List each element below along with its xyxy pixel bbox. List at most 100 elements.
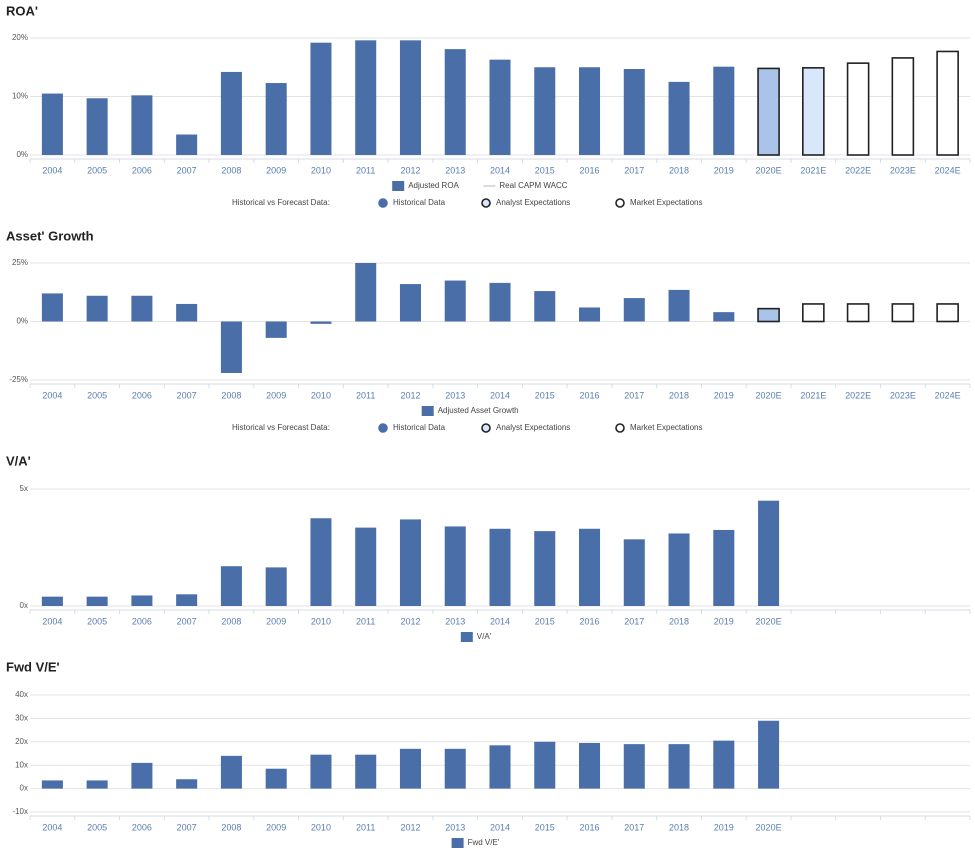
- x-tick-label: 2004: [42, 390, 62, 400]
- bar: [534, 291, 556, 322]
- bar: [757, 67, 780, 156]
- x-tick-label: 2010: [311, 822, 331, 832]
- x-tick-label: 2012: [400, 822, 420, 832]
- bar: [86, 295, 108, 322]
- y-tick-label: 20x: [15, 737, 28, 746]
- bar: [399, 40, 421, 156]
- x-tick-label: 2005: [87, 390, 107, 400]
- bar: [758, 720, 780, 789]
- x-tick-label: 2008: [221, 616, 241, 626]
- bar: [131, 762, 153, 789]
- x-tick-label: 2018: [669, 822, 689, 832]
- x-tick-label: 2023E: [890, 390, 916, 400]
- bar: [891, 303, 915, 323]
- bar: [623, 744, 645, 789]
- bar: [176, 303, 198, 322]
- y-tick-label: 0%: [16, 317, 28, 326]
- x-tick-label: 2015: [535, 616, 555, 626]
- bar: [489, 59, 511, 155]
- x-tick-label: 2020E: [756, 616, 782, 626]
- bar: [265, 768, 287, 789]
- x-tick-label: 2006: [132, 390, 152, 400]
- bar: [399, 748, 421, 789]
- legend-swatch: [451, 838, 464, 848]
- bar: [86, 596, 108, 606]
- x-tick-label: 2011: [356, 390, 375, 400]
- x-tick-label: 2014: [490, 165, 510, 175]
- bar: [310, 754, 332, 789]
- bar: [444, 526, 466, 606]
- chart-title: Fwd V/E': [6, 659, 60, 674]
- x-tick-label: 2012: [400, 390, 420, 400]
- y-tick-label: 5x: [20, 484, 28, 493]
- x-tick-label: 2019: [714, 822, 734, 832]
- x-tick-label: 2011: [356, 616, 375, 626]
- x-tick-label: 2009: [266, 616, 286, 626]
- bar: [355, 754, 377, 789]
- forecast-legend-label: Analyst Expectations: [496, 198, 570, 207]
- x-tick-label: 2014: [490, 390, 510, 400]
- bar: [846, 62, 870, 156]
- bar: [399, 284, 421, 322]
- x-tick-label: 2015: [535, 390, 555, 400]
- forecast-legend-marker: [615, 423, 625, 433]
- bar: [489, 745, 511, 789]
- bar: [668, 744, 690, 789]
- forecast-legend-label: Historical Data: [393, 198, 446, 207]
- x-tick-label: 2020E: [756, 165, 782, 175]
- bar: [355, 263, 377, 322]
- bar: [444, 280, 466, 322]
- forecast-legend-marker: [615, 198, 625, 208]
- legend-swatch: [421, 406, 434, 416]
- bar: [534, 741, 556, 789]
- bar: [846, 303, 870, 323]
- legend-label: Adjusted Asset Growth: [438, 406, 519, 415]
- bar: [355, 527, 377, 606]
- forecast-legend-title: Historical vs Forecast Data:: [232, 198, 330, 207]
- x-tick-label: 2018: [669, 165, 689, 175]
- x-tick-label: 2007: [177, 165, 197, 175]
- bar: [41, 780, 63, 789]
- x-tick-label: 2008: [221, 390, 241, 400]
- bar: [623, 69, 645, 155]
- legend-swatch: [392, 181, 405, 191]
- bar: [623, 298, 645, 322]
- x-tick-label: 2018: [669, 616, 689, 626]
- x-tick-label: 2007: [177, 822, 197, 832]
- bar: [936, 50, 959, 156]
- bar: [86, 780, 108, 789]
- bar: [936, 303, 959, 323]
- x-tick-label: 2006: [132, 616, 152, 626]
- bar: [131, 295, 153, 322]
- x-tick-label: 2020E: [756, 390, 782, 400]
- bar: [623, 539, 645, 606]
- bar: [534, 67, 556, 155]
- bar: [131, 95, 153, 155]
- x-tick-label: 2004: [42, 616, 62, 626]
- forecast-legend-title: Historical vs Forecast Data:: [232, 423, 330, 432]
- x-tick-label: 2010: [311, 390, 331, 400]
- bar: [668, 533, 690, 606]
- x-tick-label: 2009: [266, 165, 286, 175]
- legend-label: Adjusted ROA: [408, 181, 459, 190]
- bar: [310, 518, 332, 606]
- x-tick-label: 2010: [311, 165, 331, 175]
- x-tick-label: 2008: [221, 165, 241, 175]
- x-tick-label: 2021E: [800, 390, 826, 400]
- x-tick-label: 2007: [177, 616, 197, 626]
- bar: [176, 779, 198, 789]
- bar: [131, 595, 153, 606]
- x-tick-label: 2016: [580, 390, 600, 400]
- bar: [310, 321, 332, 324]
- y-tick-label: 40x: [15, 690, 28, 699]
- y-tick-label: 0x: [20, 784, 28, 793]
- chart-title: Asset' Growth: [6, 228, 94, 243]
- y-tick-label: 0x: [20, 601, 28, 610]
- y-tick-label: -10x: [12, 807, 28, 816]
- x-tick-label: 2019: [714, 390, 734, 400]
- x-tick-label: 2009: [266, 822, 286, 832]
- x-tick-label: 2013: [445, 165, 465, 175]
- bar: [668, 81, 690, 155]
- legend-swatch: [460, 632, 473, 642]
- y-tick-label: 0%: [16, 150, 28, 159]
